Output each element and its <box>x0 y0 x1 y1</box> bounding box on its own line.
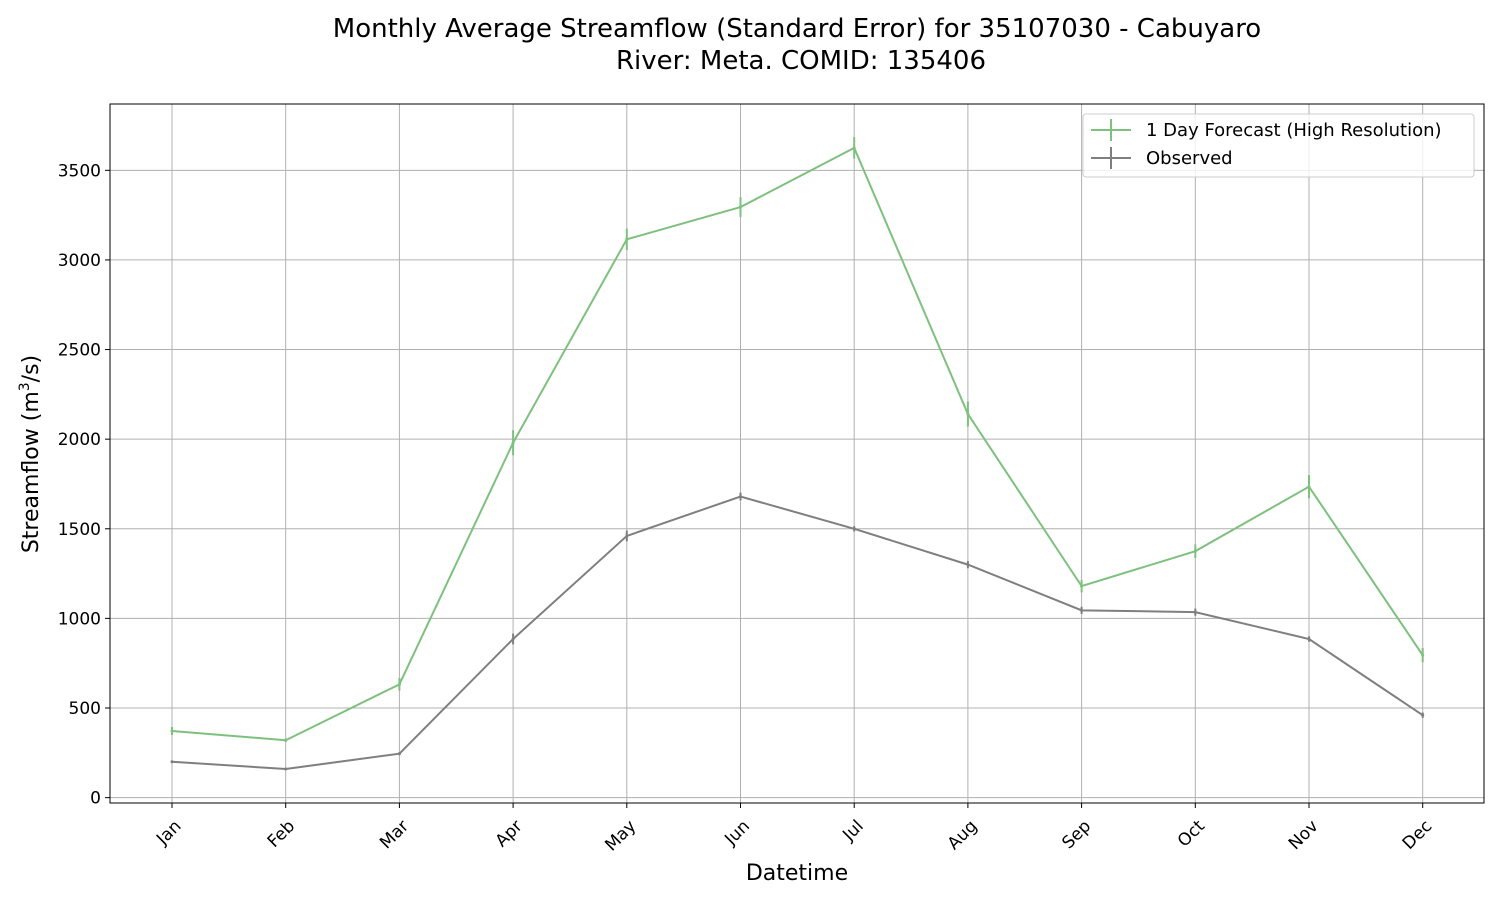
data-point <box>739 205 742 209</box>
data-point <box>170 760 174 764</box>
x-tick-label: Jun <box>720 816 754 850</box>
data-point <box>397 752 401 756</box>
y-axis-label-main: Streamflow (m <box>19 391 44 553</box>
y-tick-label: 3000 <box>58 251 101 271</box>
y-tick-label: 1500 <box>58 520 101 540</box>
x-tick-label: Sep <box>1058 816 1095 853</box>
data-point <box>966 412 970 416</box>
y-axis-label-superscript: 3 <box>17 382 33 391</box>
x-tick-label: Aug <box>944 816 982 854</box>
data-point <box>1193 610 1197 614</box>
series-line <box>171 495 1424 770</box>
data-point <box>170 729 174 733</box>
legend-label: 1 Day Forecast (High Resolution) <box>1146 120 1442 141</box>
x-tick-label: Apr <box>492 816 527 851</box>
y-tick-label: 1000 <box>58 609 101 629</box>
chart-title-line-1: Monthly Average Streamflow (Standard Err… <box>333 14 1261 44</box>
x-tick-label: Mar <box>376 816 413 853</box>
data-point <box>1307 637 1311 641</box>
legend: 1 Day Forecast (High Resolution) Observed <box>1082 113 1475 178</box>
series-observed <box>170 492 1425 771</box>
grid-lines <box>110 104 1484 803</box>
data-point <box>852 146 856 150</box>
data-point <box>1080 608 1084 612</box>
data-point <box>739 495 742 499</box>
x-tick-label: May <box>601 816 640 855</box>
y-axis-label-end: /s) <box>19 355 44 382</box>
data-point <box>625 534 629 538</box>
chart-title-line-2: River: Meta. COMID: 135406 <box>616 46 986 76</box>
y-axis-label: Streamflow (m3/s) <box>17 355 44 553</box>
y-tick-label: 2000 <box>58 430 101 450</box>
y-axis-ticks: 0 500 1000 1500 2000 2500 3000 3500 <box>58 161 110 809</box>
x-tick-label: Jul <box>838 816 867 845</box>
data-point <box>1307 485 1311 489</box>
series-forecast <box>170 137 1425 743</box>
x-tick-label: Oct <box>1174 816 1209 851</box>
y-tick-label: 3500 <box>58 161 101 181</box>
data-point <box>1421 653 1425 657</box>
legend-label: Observed <box>1146 148 1233 169</box>
y-tick-label: 2500 <box>58 341 101 361</box>
plot-frame <box>109 103 1485 804</box>
y-tick-label: 0 <box>90 789 101 809</box>
data-point <box>852 527 856 531</box>
x-axis-label: Datetime <box>746 861 848 886</box>
data-point <box>966 563 970 567</box>
data-point <box>1080 584 1084 588</box>
data-point <box>284 767 288 771</box>
data-point <box>1193 549 1197 553</box>
series-line <box>171 146 1424 742</box>
data-point <box>284 738 288 742</box>
x-tick-label: Jan <box>152 816 185 849</box>
x-tick-label: Nov <box>1285 816 1323 854</box>
x-tick-label: Dec <box>1399 816 1436 853</box>
x-axis-ticks: Jan Feb Mar Apr May Jun Jul Aug Sep Oct Nov Dec <box>152 803 1436 855</box>
y-tick-label: 500 <box>69 699 101 719</box>
legend-entries: 1 Day Forecast (High Resolution) Observed <box>1091 119 1442 169</box>
series-layer <box>170 137 1425 771</box>
x-tick-label: Feb <box>264 816 299 851</box>
data-point <box>397 682 401 686</box>
data-point <box>1421 713 1425 717</box>
data-point <box>511 441 515 445</box>
legend-box <box>1082 113 1475 178</box>
data-point <box>511 637 515 641</box>
data-point <box>625 237 629 241</box>
